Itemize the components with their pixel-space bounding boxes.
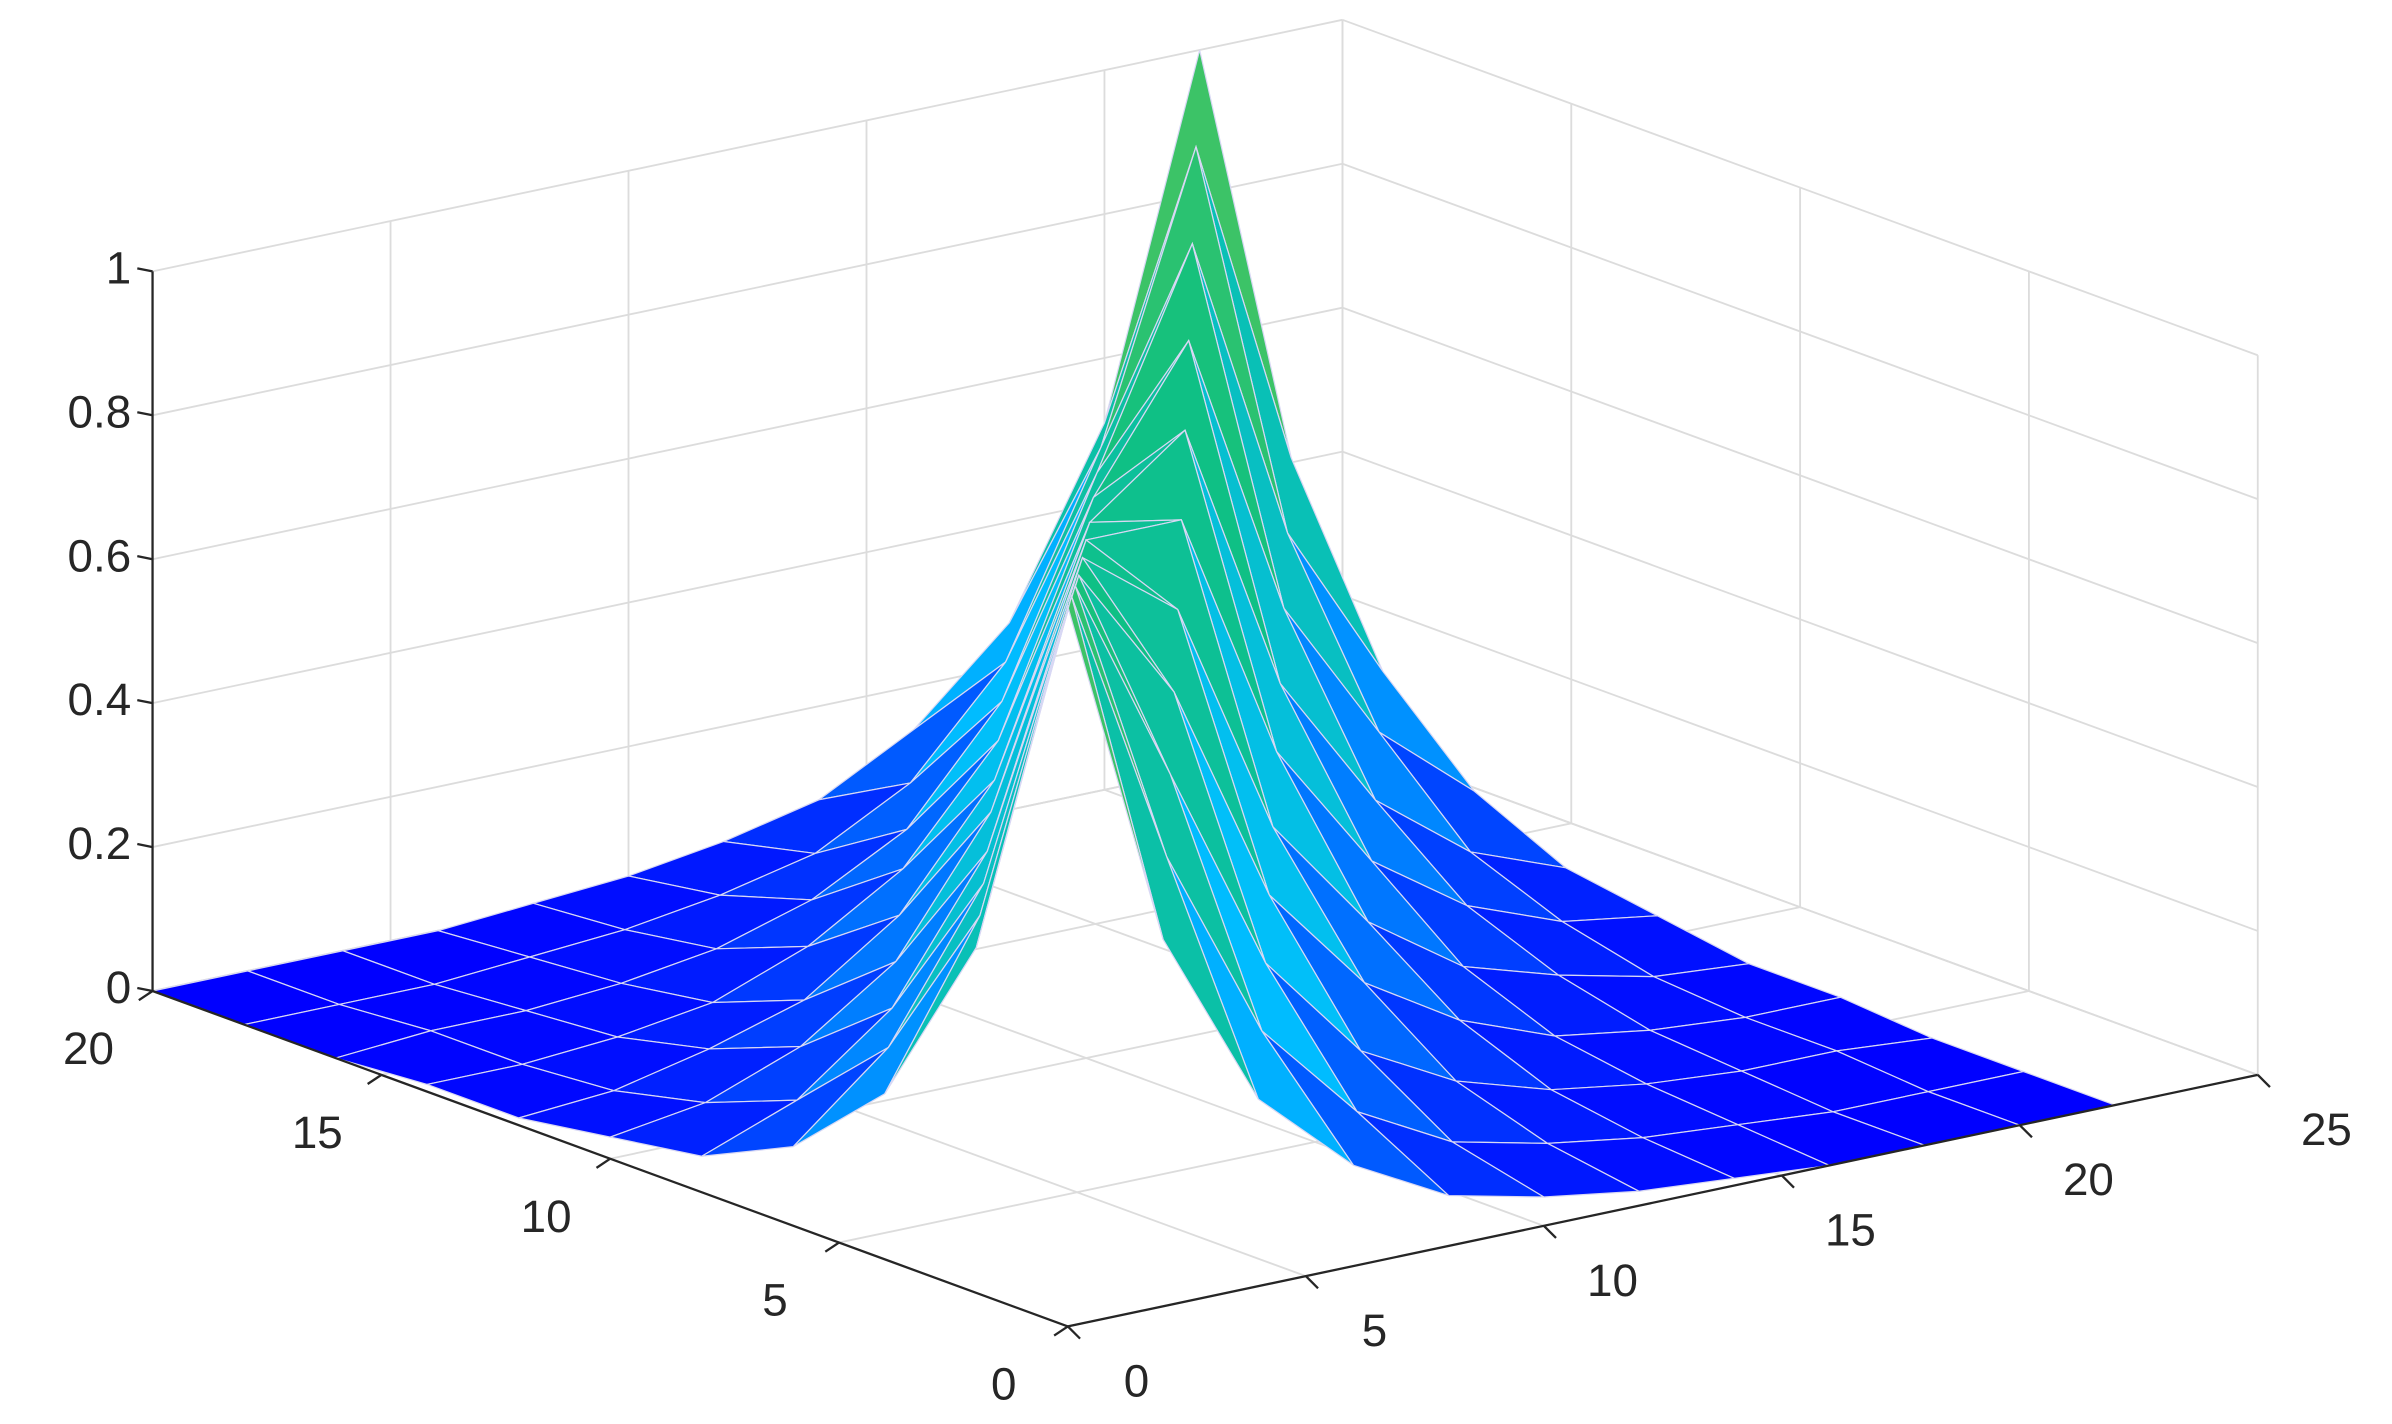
- grid-line: [152, 18, 1343, 273]
- x-tick-label: 25: [2301, 1104, 2352, 1155]
- y-tick-label: 10: [521, 1191, 572, 1242]
- x-tick-label: 5: [1362, 1305, 1387, 1356]
- y-tick-label: 0: [991, 1358, 1016, 1409]
- z-tick: [137, 986, 153, 993]
- y-tick: [367, 1073, 383, 1085]
- surface-face: [975, 593, 1164, 948]
- z-tick: [137, 698, 153, 705]
- y-tick: [1053, 1325, 1069, 1337]
- z-tick-label: 0.6: [68, 530, 132, 581]
- grid-line: [1342, 162, 2259, 501]
- x-axis: [1067, 1073, 2258, 1328]
- z-tick: [137, 267, 153, 273]
- grid-line: [1342, 306, 2259, 644]
- z-tick-label: 0.4: [68, 674, 132, 725]
- y-tick: [138, 990, 154, 1002]
- x-tick-label: 20: [2063, 1154, 2114, 1205]
- grid-line: [152, 162, 1343, 417]
- y-tick: [824, 1241, 840, 1253]
- z-tick-label: 0: [106, 962, 131, 1013]
- y-tick-label: 20: [63, 1023, 114, 1074]
- x-tick-label: 0: [1124, 1355, 1149, 1406]
- z-tick-label: 1: [106, 242, 131, 293]
- grid-line: [1342, 18, 2259, 357]
- grid-line: [1342, 594, 2259, 932]
- y-tick-label: 15: [292, 1107, 343, 1158]
- z-tick: [137, 842, 153, 849]
- z-tick-label: 0.8: [68, 386, 132, 437]
- grid-line: [1342, 450, 2259, 788]
- x-tick: [1543, 1224, 1557, 1239]
- x-tick-label: 15: [1825, 1205, 1876, 1256]
- y-tick: [595, 1157, 611, 1169]
- y-tick-label: 5: [762, 1275, 787, 1326]
- z-tick: [137, 555, 153, 561]
- grid-line: [1342, 738, 2259, 1076]
- z-tick: [137, 411, 153, 417]
- x-tick: [1067, 1325, 1081, 1340]
- z-tick-label: 0.2: [68, 818, 132, 869]
- x-tick: [2256, 1074, 2271, 1088]
- x-tick: [1305, 1275, 1319, 1290]
- x-tick: [1780, 1174, 1795, 1189]
- x-tick: [2018, 1124, 2033, 1139]
- x-tick-label: 10: [1587, 1255, 1638, 1306]
